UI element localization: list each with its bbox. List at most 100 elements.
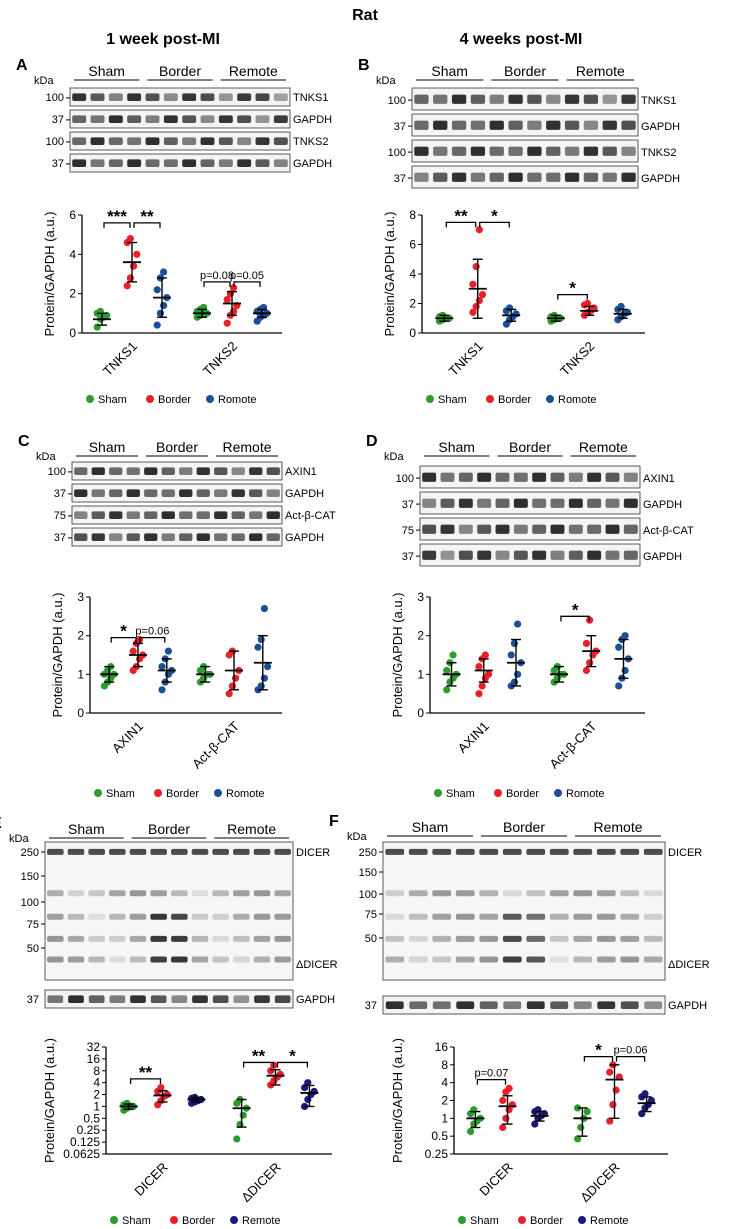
dicer-blot xyxy=(382,841,666,981)
blot-band xyxy=(621,120,636,130)
blot-band xyxy=(200,137,215,145)
blot-band xyxy=(171,848,188,855)
blot-frame xyxy=(71,527,283,547)
blot-band xyxy=(643,890,663,897)
blot-band xyxy=(274,995,291,1003)
legend-label: Border xyxy=(166,788,199,800)
blot-band xyxy=(109,995,126,1003)
blot-band xyxy=(458,498,473,508)
blot-band xyxy=(249,533,263,541)
blot-band xyxy=(91,467,105,475)
blot-band xyxy=(200,159,215,167)
data-point xyxy=(469,308,477,316)
blot-band xyxy=(72,93,87,101)
blot-band xyxy=(440,472,455,482)
legend-label: Romote xyxy=(566,788,605,800)
blot-band xyxy=(409,1001,428,1009)
blot-band xyxy=(129,913,147,920)
marker-label: 75 xyxy=(54,510,66,522)
blot-band xyxy=(196,467,210,475)
blot-band xyxy=(129,935,147,942)
significance-bracket xyxy=(615,1055,646,1062)
blot-band xyxy=(432,913,452,920)
significance-bracket xyxy=(479,221,510,228)
blot-band xyxy=(129,956,147,963)
blot-band xyxy=(90,115,105,123)
significance-bracket xyxy=(276,1061,309,1068)
legend-label: Romote xyxy=(218,394,257,406)
data-point xyxy=(123,282,131,290)
blot-band xyxy=(214,489,228,497)
blot-band xyxy=(513,550,528,560)
x-category-label: DICER xyxy=(476,1160,515,1199)
blot-band xyxy=(508,146,523,156)
blot-band xyxy=(218,115,233,123)
y-tick-label: 16 xyxy=(435,1040,449,1054)
blot-frame xyxy=(71,483,283,503)
data-point xyxy=(582,639,591,648)
blot-band xyxy=(109,890,126,897)
kda-label: kDa xyxy=(36,451,56,463)
blot-band xyxy=(161,467,175,475)
legend-marker xyxy=(458,1216,466,1224)
blot-band xyxy=(273,93,288,101)
blot-band xyxy=(129,848,147,855)
figure-title: Rat xyxy=(352,7,378,24)
group-header: Sham xyxy=(88,63,125,79)
data-point xyxy=(228,682,236,690)
legend-marker xyxy=(578,1216,586,1224)
blot-band xyxy=(150,935,167,942)
blot-strip xyxy=(71,483,283,503)
blot-band xyxy=(233,935,250,942)
marker-label: 37 xyxy=(27,994,39,1006)
data-point xyxy=(260,674,268,682)
data-point xyxy=(510,678,518,686)
x-category-label: AXIN1 xyxy=(109,719,146,756)
blot-band xyxy=(233,956,250,963)
blot-band xyxy=(623,524,638,534)
blot-band xyxy=(196,511,210,519)
blot-label: GAPDH xyxy=(285,488,324,500)
y-tick-label: 0.25 xyxy=(77,1123,101,1137)
blot-band xyxy=(196,489,210,497)
blot-band xyxy=(274,956,291,963)
blot-band xyxy=(414,120,429,130)
blot-band xyxy=(605,498,620,508)
blot-strip xyxy=(71,461,283,481)
blot-band xyxy=(161,489,175,497)
blot-band xyxy=(163,159,178,167)
group-headers-E: Sham Border Remote xyxy=(49,821,289,839)
blot-band xyxy=(477,550,492,560)
legend-E: Sham Border Remote xyxy=(110,1215,281,1227)
blot-band xyxy=(550,498,565,508)
blot-band xyxy=(526,890,546,897)
blot-band xyxy=(182,93,197,101)
y-tick-label: 1 xyxy=(77,667,84,681)
blot-band xyxy=(532,524,547,534)
blot-label: TNKS2 xyxy=(641,147,676,159)
blot-band xyxy=(546,146,561,156)
blot-band xyxy=(526,1001,545,1009)
blot-band xyxy=(455,935,475,942)
blot-band xyxy=(127,115,142,123)
y-tick-label: 4 xyxy=(409,267,416,281)
blot-band xyxy=(489,146,504,156)
data-point xyxy=(232,674,240,682)
blot-band xyxy=(503,1001,522,1009)
y-tick-label: 3 xyxy=(417,590,424,604)
y-tick-label: 4 xyxy=(93,1076,100,1090)
blot-band xyxy=(150,956,167,963)
data-point xyxy=(514,670,522,678)
blot-band xyxy=(623,550,638,560)
blot-band xyxy=(182,115,197,123)
blot-band xyxy=(527,172,542,182)
y-tick-label: 0 xyxy=(69,326,76,340)
blot-frame xyxy=(71,461,283,481)
blot-band xyxy=(385,956,405,963)
blot-band xyxy=(620,1001,639,1009)
blot-band xyxy=(385,890,405,897)
significance-bracket xyxy=(233,281,261,287)
blot-band xyxy=(455,890,475,897)
data-point xyxy=(239,1111,247,1119)
